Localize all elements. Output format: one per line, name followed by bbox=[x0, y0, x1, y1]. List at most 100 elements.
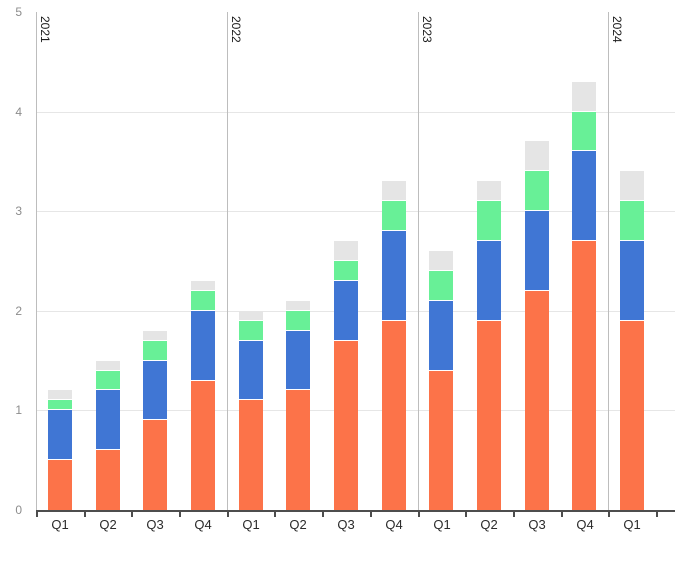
bar-2021-Q2-2[interactable] bbox=[96, 0, 120, 510]
bar-segment-blue[interactable] bbox=[477, 241, 501, 320]
x-tick-label: Q3 bbox=[337, 517, 355, 532]
bar-segment-orange[interactable] bbox=[572, 241, 596, 510]
x-axis-tick bbox=[179, 510, 181, 517]
x-axis-tick bbox=[561, 510, 563, 517]
bar-2023-Q1-1[interactable] bbox=[429, 0, 453, 510]
bar-segment-orange[interactable] bbox=[239, 400, 263, 510]
bar-2023-Q4-4[interactable] bbox=[572, 0, 596, 510]
bar-segment-orange[interactable] bbox=[334, 341, 358, 510]
x-tick-label: Q2 bbox=[480, 517, 498, 532]
bar-2021-Q3-3[interactable] bbox=[143, 0, 167, 510]
bar-2022-Q2-2[interactable] bbox=[286, 0, 310, 510]
year-separator bbox=[418, 12, 419, 510]
bar-segment-green[interactable] bbox=[382, 201, 406, 230]
bar-segment-orange[interactable] bbox=[48, 460, 72, 510]
bar-segment-gray[interactable] bbox=[143, 331, 167, 340]
x-axis-tick bbox=[465, 510, 467, 517]
x-axis-tick bbox=[322, 510, 324, 517]
bar-2022-Q1-1[interactable] bbox=[239, 0, 263, 510]
x-axis-tick bbox=[608, 510, 610, 517]
x-tick-label: Q1 bbox=[433, 517, 451, 532]
bar-segment-gray[interactable] bbox=[525, 141, 549, 170]
bar-segment-blue[interactable] bbox=[620, 241, 644, 320]
bar-segment-blue[interactable] bbox=[96, 390, 120, 449]
bar-segment-gray[interactable] bbox=[96, 361, 120, 370]
bar-2021-Q1-1[interactable] bbox=[48, 0, 72, 510]
bar-segment-gray[interactable] bbox=[477, 181, 501, 200]
bar-segment-blue[interactable] bbox=[525, 211, 549, 290]
year-label: 2024 bbox=[610, 16, 624, 43]
bar-segment-green[interactable] bbox=[334, 261, 358, 280]
bar-segment-blue[interactable] bbox=[286, 331, 310, 389]
y-tick-label: 0 bbox=[15, 503, 22, 517]
bar-segment-gray[interactable] bbox=[286, 301, 310, 310]
bar-segment-orange[interactable] bbox=[477, 321, 501, 510]
x-tick-label: Q1 bbox=[51, 517, 69, 532]
bar-segment-orange[interactable] bbox=[620, 321, 644, 510]
x-tick-label: Q3 bbox=[146, 517, 164, 532]
x-axis-tick bbox=[656, 510, 658, 517]
bar-segment-gray[interactable] bbox=[382, 181, 406, 200]
bar-segment-blue[interactable] bbox=[239, 341, 263, 399]
bar-segment-orange[interactable] bbox=[382, 321, 406, 510]
x-tick-label: Q2 bbox=[99, 517, 117, 532]
gridline bbox=[36, 112, 675, 113]
x-tick-label: Q1 bbox=[623, 517, 641, 532]
bar-segment-gray[interactable] bbox=[620, 171, 644, 200]
x-axis-tick bbox=[370, 510, 372, 517]
bar-segment-green[interactable] bbox=[286, 311, 310, 330]
bar-segment-blue[interactable] bbox=[191, 311, 215, 380]
bar-2024-Q1-1[interactable] bbox=[620, 0, 644, 510]
bar-segment-orange[interactable] bbox=[96, 450, 120, 510]
bar-segment-green[interactable] bbox=[96, 371, 120, 389]
bar-segment-green[interactable] bbox=[191, 291, 215, 310]
bar-segment-gray[interactable] bbox=[429, 251, 453, 270]
year-separator bbox=[36, 12, 37, 510]
x-axis-tick bbox=[131, 510, 133, 517]
x-axis-tick bbox=[36, 510, 38, 517]
bar-2022-Q3-3[interactable] bbox=[334, 0, 358, 510]
bar-segment-gray[interactable] bbox=[48, 390, 72, 399]
bar-segment-blue[interactable] bbox=[143, 361, 167, 419]
bar-segment-green[interactable] bbox=[572, 112, 596, 150]
bar-segment-orange[interactable] bbox=[429, 371, 453, 510]
x-axis-tick bbox=[84, 510, 86, 517]
x-tick-label: Q1 bbox=[242, 517, 260, 532]
bar-2023-Q2-2[interactable] bbox=[477, 0, 501, 510]
bar-2023-Q3-3[interactable] bbox=[525, 0, 549, 510]
bar-segment-orange[interactable] bbox=[143, 420, 167, 510]
bar-segment-blue[interactable] bbox=[572, 151, 596, 240]
bar-segment-gray[interactable] bbox=[239, 311, 263, 320]
bar-segment-orange[interactable] bbox=[525, 291, 549, 510]
x-tick-label: Q4 bbox=[194, 517, 212, 532]
bar-segment-blue[interactable] bbox=[429, 301, 453, 370]
year-label: 2022 bbox=[229, 16, 243, 43]
year-separator bbox=[227, 12, 228, 510]
bar-segment-green[interactable] bbox=[143, 341, 167, 360]
bar-segment-green[interactable] bbox=[429, 271, 453, 300]
x-tick-label: Q4 bbox=[576, 517, 594, 532]
y-tick-label: 3 bbox=[15, 204, 22, 218]
bar-segment-orange[interactable] bbox=[286, 390, 310, 510]
bar-segment-gray[interactable] bbox=[191, 281, 215, 290]
y-tick-label: 5 bbox=[15, 5, 22, 19]
bar-segment-blue[interactable] bbox=[48, 410, 72, 459]
y-tick-label: 4 bbox=[15, 105, 22, 119]
bar-segment-green[interactable] bbox=[620, 201, 644, 240]
bar-segment-green[interactable] bbox=[48, 400, 72, 409]
bar-segment-blue[interactable] bbox=[334, 281, 358, 340]
bar-2022-Q4-4[interactable] bbox=[382, 0, 406, 510]
x-axis-tick bbox=[227, 510, 229, 517]
bar-segment-green[interactable] bbox=[239, 321, 263, 340]
bar-segment-blue[interactable] bbox=[382, 231, 406, 320]
x-axis-tick bbox=[418, 510, 420, 517]
x-tick-label: Q2 bbox=[289, 517, 307, 532]
bar-segment-orange[interactable] bbox=[191, 381, 215, 510]
x-tick-label: Q3 bbox=[528, 517, 546, 532]
bar-segment-gray[interactable] bbox=[572, 82, 596, 111]
y-tick-label: 1 bbox=[15, 403, 22, 417]
bar-segment-gray[interactable] bbox=[334, 241, 358, 260]
bar-2021-Q4-4[interactable] bbox=[191, 0, 215, 510]
bar-segment-green[interactable] bbox=[525, 171, 549, 210]
bar-segment-green[interactable] bbox=[477, 201, 501, 240]
